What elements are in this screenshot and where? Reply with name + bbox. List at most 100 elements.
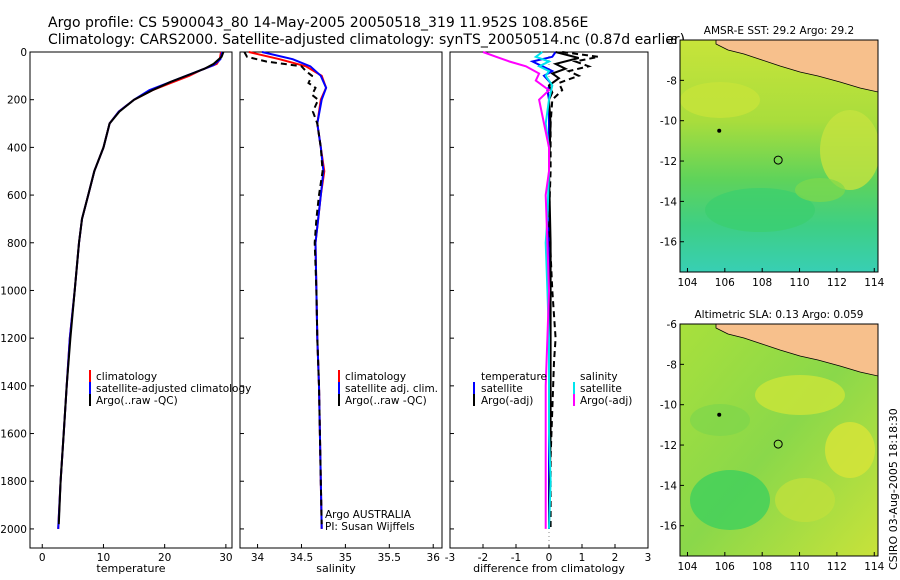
- temp-ytick-label: 1400: [0, 381, 27, 393]
- legend-sal-argo-label: Argo(-adj): [580, 395, 632, 407]
- legend-satellite-label: satellite-adjusted climatology: [96, 383, 251, 395]
- sla-float-position-marker: [773, 439, 783, 449]
- legend-climatology-label: climatology: [96, 371, 157, 383]
- sla-ytick-label: -8: [667, 359, 677, 371]
- sla-xtick-label: 110: [790, 561, 810, 573]
- diff-xtick-label: -3: [445, 552, 455, 564]
- sst-xtick-label: 112: [827, 277, 847, 289]
- sst-ytick-label: -16: [660, 237, 677, 249]
- diff-series-temp-argo-b: [547, 51, 579, 529]
- temp-ytick-label: 1800: [0, 476, 27, 488]
- temp-ytick-label: 600: [7, 190, 27, 202]
- salinity-ticks: 34 34.5 35 35.5 36: [240, 51, 441, 564]
- sla-xtick-label: 108: [752, 561, 772, 573]
- sla-ytick-label: -16: [660, 521, 677, 533]
- diff-xtick-label: -2: [478, 552, 488, 564]
- sla-ytick-label: -10: [660, 400, 677, 412]
- sst-xtick-label: 110: [790, 277, 810, 289]
- sst-map-frame: [679, 39, 879, 273]
- temperature-panel: 0 10 20 30 0 200 400 600 800 1000 1200 1400 1600 1800…: [0, 47, 251, 575]
- temperature-legend: climatology satellite-adjusted climatolo…: [89, 370, 251, 407]
- annotation-argo-australia: Argo AUSTRALIA: [325, 509, 412, 521]
- temperature-xlabel: temperature: [96, 562, 165, 575]
- temperature-lines: [57, 51, 225, 529]
- diff-xtick-label: 3: [645, 552, 652, 564]
- temp-ytick-label: 800: [7, 238, 27, 250]
- legend-argo-label: Argo(..raw -QC): [96, 395, 178, 407]
- temp-series-climatology: [57, 51, 222, 529]
- salinity-panel: 34 34.5 35 35.5 36 salinity climatology sate…: [239, 51, 443, 575]
- legend-temp-satellite-label: satellite: [481, 383, 523, 395]
- sst-map-title: AMSR-E SST: 29.2 Argo: 29.2: [704, 25, 854, 37]
- legend-satellite-label: satellite adj. clim.: [345, 383, 438, 395]
- temp-ytick-label: 1200: [0, 333, 27, 345]
- temperature-axes-frame: [29, 51, 233, 549]
- legend-sal-satellite-label: satellite: [580, 383, 622, 395]
- sla-xtick-label: 106: [715, 561, 735, 573]
- header-line1: Argo profile: CS 5900043_80 14-May-2005 …: [48, 15, 588, 31]
- sst-ytick-label: -14: [660, 196, 677, 208]
- sst-marker-dot: [717, 128, 722, 133]
- legend-temp-argo-label: Argo(-adj): [481, 395, 533, 407]
- temperature-ticks: 0 10 20 30 0 200 400 600 800 1000 1200 1400 1600 1800…: [0, 47, 232, 564]
- difference-panel: -3 -2 -1 0 1 2 3 difference from climatology t…: [445, 51, 652, 575]
- sst-xtick-label: 106: [715, 277, 735, 289]
- difference-xlabel: difference from climatology: [473, 562, 625, 575]
- sla-map-ticks: 104 106 108 110 112 114 -6 -8 -10 -12 -14 -16: [660, 319, 885, 573]
- salinity-axes-frame: [239, 51, 443, 549]
- sla-xtick-label: 104: [677, 561, 697, 573]
- sst-float-position-marker: [773, 155, 783, 165]
- legend-climatology-label: climatology: [345, 371, 406, 383]
- sal-xtick-label: 35.5: [378, 552, 401, 564]
- legend-salinity-header: salinity: [580, 371, 618, 383]
- diff-xtick-label: 2: [612, 552, 619, 564]
- salinity-xlabel: salinity: [316, 562, 356, 575]
- sst-xtick-label: 104: [677, 277, 697, 289]
- difference-lines: [482, 51, 599, 529]
- footer-credit: CSIRO 03-Aug-2005 18:18:30: [887, 408, 900, 570]
- sst-map-ticks: 104 106 108 110 112 114 -6 -8 -10 -12 -14 -16: [660, 35, 885, 289]
- sst-ytick-label: -12: [660, 156, 677, 168]
- salinity-legend: climatology satellite adj. clim. Argo(..…: [338, 370, 438, 407]
- sal-xtick-label: 36: [427, 552, 441, 564]
- temp-ytick-label: 2000: [0, 524, 27, 536]
- sst-xtick-label: 108: [752, 277, 772, 289]
- sst-ytick-label: -8: [667, 75, 677, 87]
- sst-ytick-label: -6: [667, 35, 678, 47]
- sla-ytick-label: -14: [660, 480, 677, 492]
- sla-map-title: Altimetric SLA: 0.13 Argo: 0.059: [695, 309, 864, 321]
- sla-ytick-label: -12: [660, 440, 677, 452]
- temp-ytick-label: 1000: [0, 285, 27, 297]
- sst-map-panel: AMSR-E SST: 29.2 Argo: 29.2 104 106 108 110…: [660, 25, 885, 289]
- temp-ytick-label: 200: [7, 95, 27, 107]
- diff-xtick-label: 0: [546, 552, 553, 564]
- diff-series-sal-satellite: [482, 51, 551, 529]
- temp-xtick-label: 20: [158, 552, 171, 564]
- sal-xtick-label: 35: [339, 552, 352, 564]
- sla-xtick-label: 112: [827, 561, 847, 573]
- legend-temperature-header: temperature: [481, 371, 547, 383]
- legend-argo-label: Argo(..raw -QC): [345, 395, 427, 407]
- java-landmass: [715, 324, 878, 377]
- temp-xtick-label: 30: [219, 552, 232, 564]
- difference-legend: temperature satellite Argo(-adj) salinit…: [473, 371, 632, 407]
- sla-xtick-label: 114: [864, 561, 884, 573]
- temp-xtick-label: 10: [97, 552, 110, 564]
- sal-series-argo: [243, 51, 324, 525]
- sla-map-image: [680, 324, 878, 556]
- header-line2: Climatology: CARS2000. Satellite-adjuste…: [48, 32, 685, 48]
- sal-xtick-label: 34.5: [290, 552, 313, 564]
- sla-ytick-label: -6: [667, 319, 678, 331]
- temp-xtick-label: 0: [39, 552, 46, 564]
- diff-xtick-label: 1: [579, 552, 586, 564]
- java-landmass: [715, 40, 878, 93]
- sst-ytick-label: -10: [660, 116, 677, 128]
- annotation-pi: PI: Susan Wijffels: [325, 521, 415, 533]
- temp-series-satellite: [57, 51, 224, 529]
- sla-marker-dot: [717, 412, 722, 417]
- temp-series-argo: [57, 51, 225, 525]
- sal-xtick-label: 34: [251, 552, 265, 564]
- salinity-lines: [243, 51, 328, 529]
- diff-xtick-label: -1: [511, 552, 521, 564]
